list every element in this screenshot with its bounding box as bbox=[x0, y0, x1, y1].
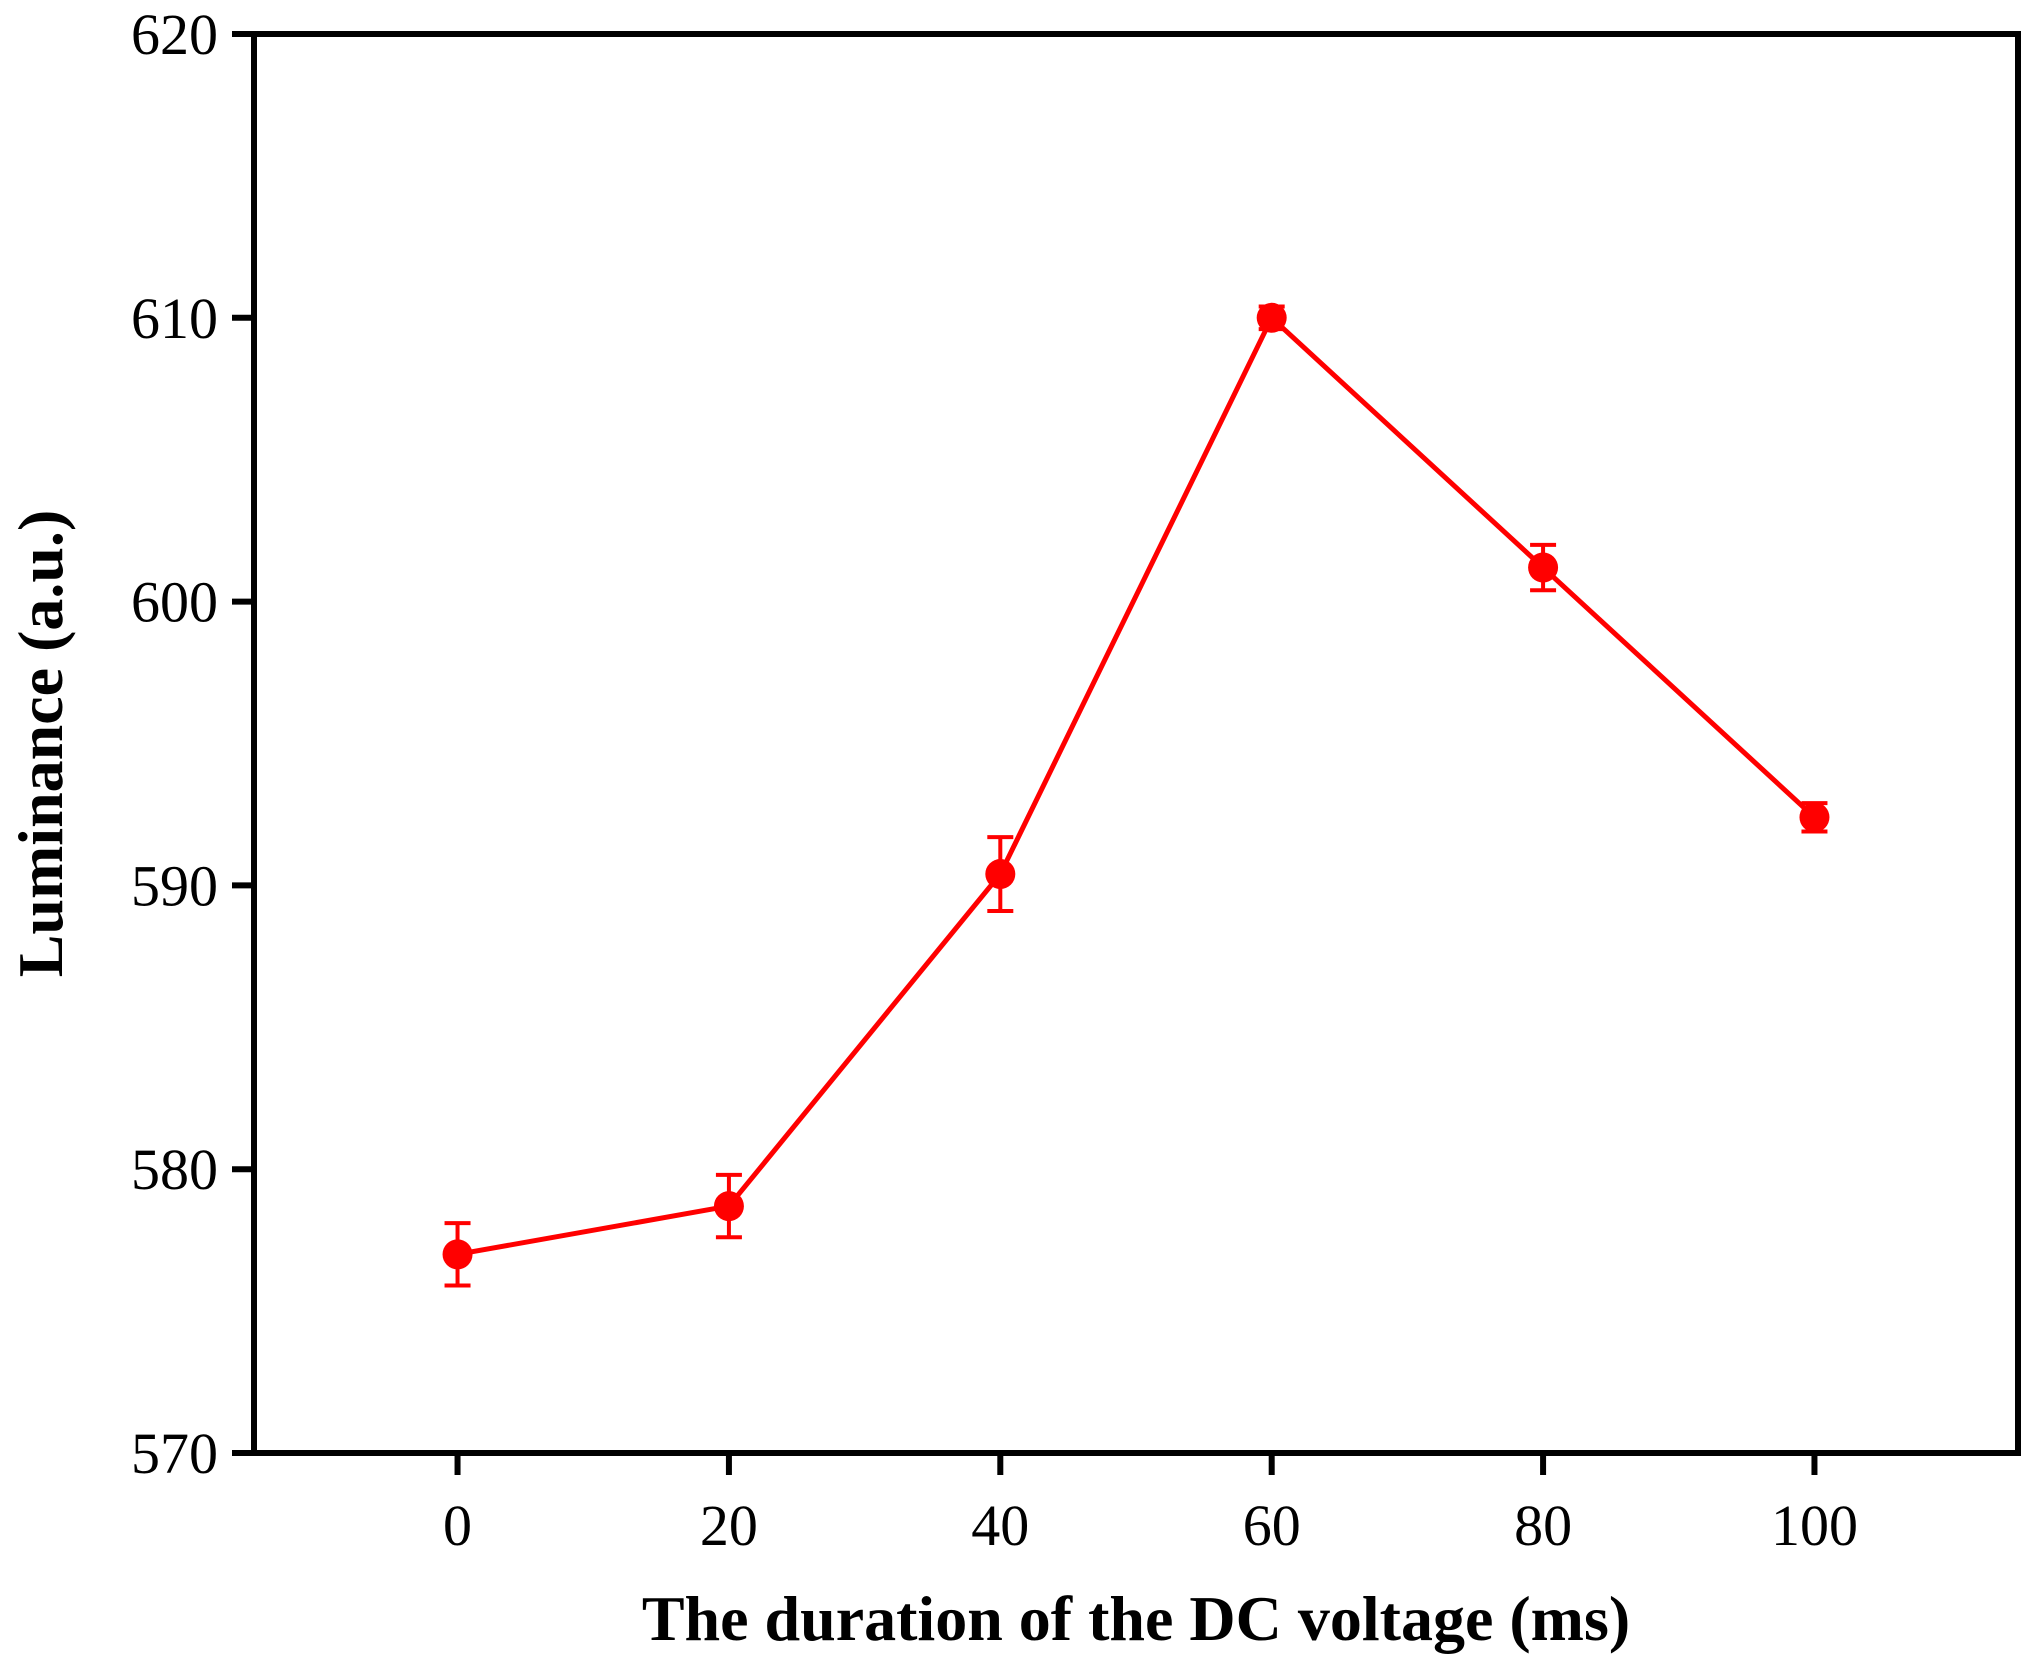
data-point bbox=[713, 1191, 744, 1222]
y-tick-label: 620 bbox=[131, 2, 218, 67]
x-tick-label: 100 bbox=[1771, 1493, 1858, 1558]
data-point bbox=[1256, 302, 1287, 333]
x-tick-label: 80 bbox=[1514, 1493, 1572, 1558]
y-tick-label: 600 bbox=[131, 570, 218, 635]
x-tick-label: 40 bbox=[971, 1493, 1029, 1558]
y-tick-label: 590 bbox=[131, 853, 218, 918]
x-axis-ticks: 0 20 40 60 80 100 bbox=[443, 1453, 1858, 1558]
x-tick-label: 20 bbox=[700, 1493, 758, 1558]
data-point bbox=[1528, 552, 1559, 583]
x-tick-label: 60 bbox=[1243, 1493, 1301, 1558]
y-tick-label: 610 bbox=[131, 286, 218, 351]
x-axis-title: The duration of the DC voltage (ms) bbox=[642, 1583, 1630, 1654]
plot-frame bbox=[251, 31, 2021, 1456]
y-axis-title: Luminance (a.u.) bbox=[5, 510, 76, 978]
series-layer bbox=[442, 302, 1830, 1288]
y-tick-label: 570 bbox=[131, 1421, 218, 1486]
data-point bbox=[442, 1239, 473, 1270]
data-point bbox=[1799, 802, 1830, 833]
data-point bbox=[985, 859, 1016, 890]
y-axis-ticks: 570 580 590 600 610 620 bbox=[131, 2, 254, 1486]
y-tick-label: 580 bbox=[131, 1137, 218, 1202]
series-line bbox=[457, 315, 1817, 1257]
x-tick-label: 0 bbox=[443, 1493, 472, 1558]
